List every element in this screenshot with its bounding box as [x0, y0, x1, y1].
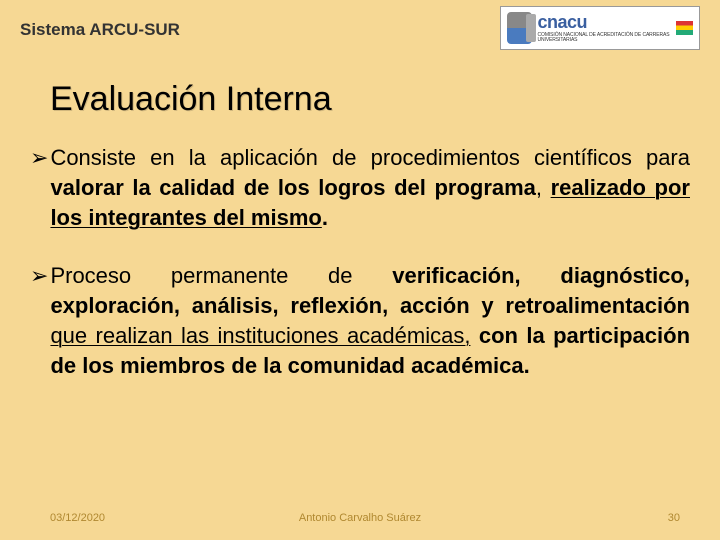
logo-text: cnacu COMISIÓN NACIONAL DE ACREDITACIÓN … [538, 13, 671, 43]
logo-subtitle: COMISIÓN NACIONAL DE ACREDITACIÓN DE CAR… [538, 33, 671, 43]
footer-author: Antonio Carvalho Suárez [299, 512, 421, 524]
text-run: Proceso permanente de [50, 263, 392, 288]
text-run-bold: valorar la calidad de los logros del pro… [50, 175, 535, 200]
page-title: Evaluación Interna [0, 50, 720, 143]
bolivia-flag-icon [676, 21, 693, 35]
footer-date: 03/12/2020 [0, 512, 105, 524]
content-area: ➢ Consiste en la aplicación de procedimi… [0, 143, 720, 381]
bullet-item: ➢ Proceso permanente de verificación, di… [30, 261, 690, 381]
bullet-text: Consiste en la aplicación de procedimien… [50, 143, 690, 233]
text-run: . [524, 353, 530, 378]
bullet-text: Proceso permanente de verificación, diag… [50, 261, 690, 381]
chevron-right-icon: ➢ [30, 261, 48, 291]
text-run: . [322, 205, 328, 230]
slide-footer: 03/12/2020 Antonio Carvalho Suárez 30 [0, 512, 720, 524]
text-run: , [536, 175, 551, 200]
cnacu-logo: cnacu COMISIÓN NACIONAL DE ACREDITACIÓN … [500, 6, 700, 50]
bullet-item: ➢ Consiste en la aplicación de procedimi… [30, 143, 690, 233]
chevron-right-icon: ➢ [30, 143, 48, 173]
system-title: Sistema ARCU-SUR [20, 20, 180, 40]
text-run: Consiste en la aplicación de procedimien… [50, 145, 690, 170]
footer-page-number: 30 [668, 512, 720, 524]
slide-header: Sistema ARCU-SUR cnacu COMISIÓN NACIONAL… [0, 0, 720, 50]
logo-name: cnacu [538, 13, 671, 31]
text-run-underline: que realizan las instituciones académica… [50, 323, 470, 348]
logo-mark-icon [507, 12, 532, 44]
